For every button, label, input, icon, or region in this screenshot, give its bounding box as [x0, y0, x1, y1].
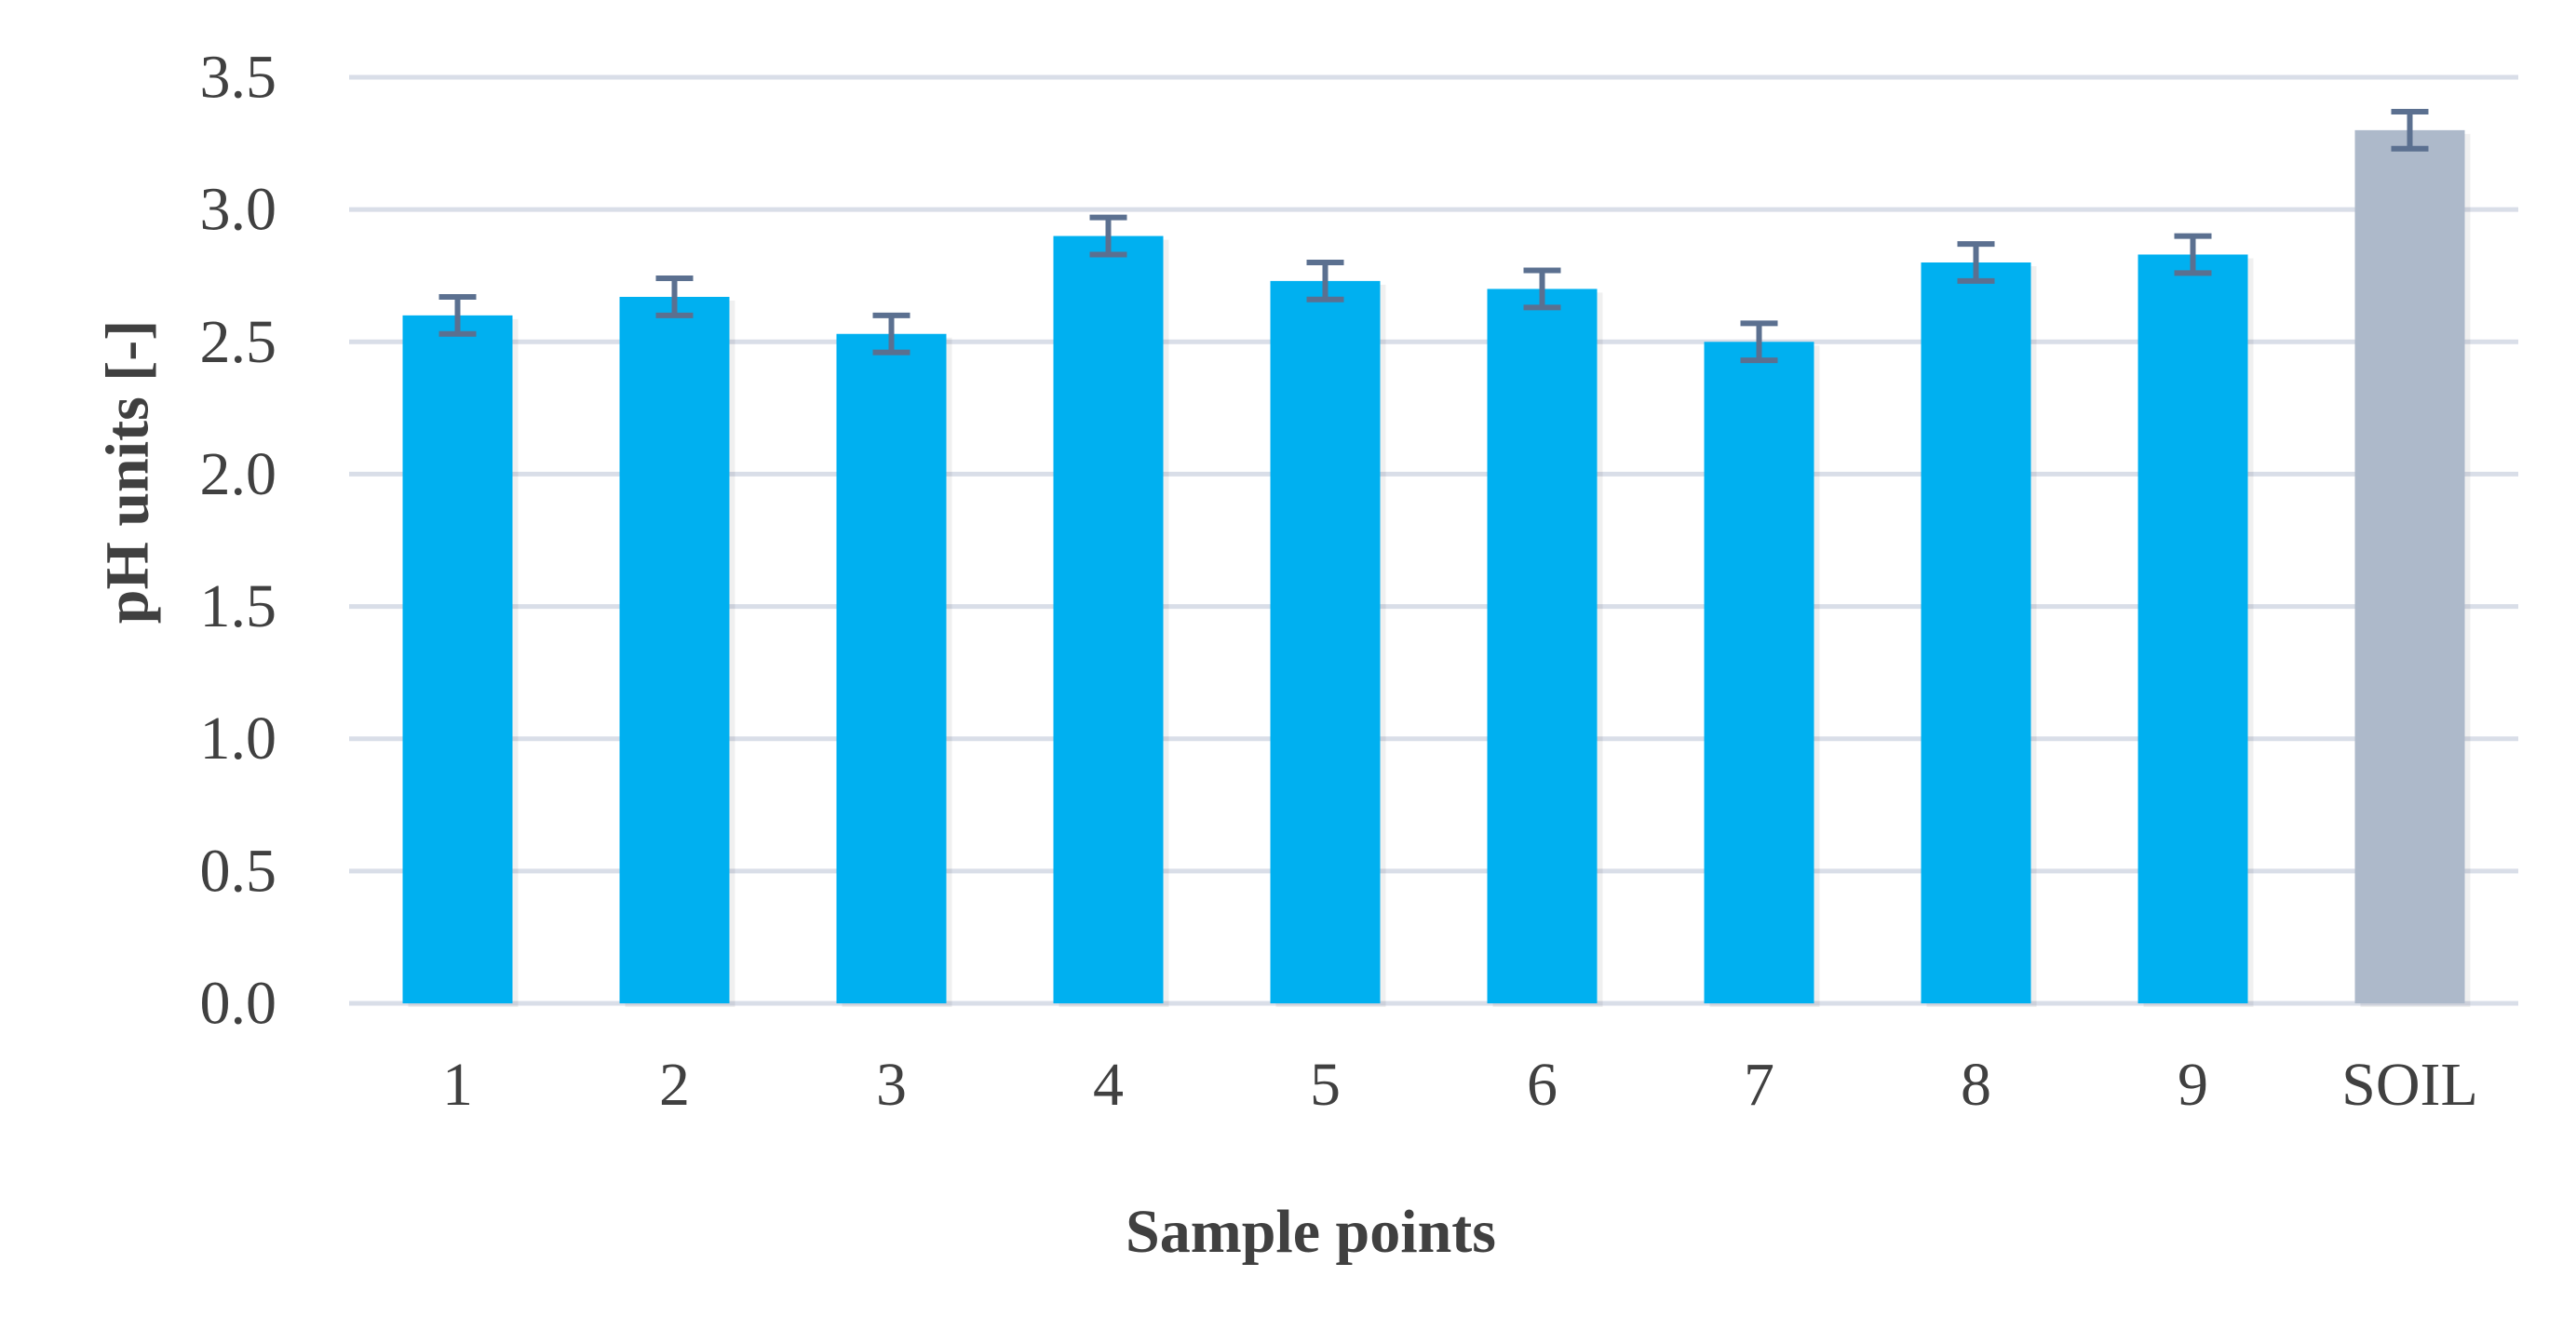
bars [402, 129, 2471, 1008]
x-tick-label: 9 [2178, 1051, 2208, 1119]
bar [1921, 262, 2031, 1003]
x-tick-label: 4 [1093, 1051, 1124, 1119]
y-tick-label: 0.0 [200, 970, 277, 1038]
bar [1053, 235, 1164, 1004]
x-tick-label: 8 [1961, 1051, 1991, 1119]
x-tick-label: 5 [1310, 1051, 1341, 1119]
y-tick-label: 1.5 [200, 572, 277, 640]
error-bars [438, 108, 2429, 364]
x-axis-title: Sample points [1126, 1198, 1496, 1266]
y-tick-label: 2.5 [200, 308, 277, 376]
y-axis-title: pH units [-] [94, 320, 162, 624]
y-tick-label: 2.0 [200, 440, 277, 508]
x-tick-label: 7 [1744, 1051, 1774, 1119]
x-tick-label: SOIL [2341, 1051, 2478, 1119]
x-tick-label: 3 [876, 1051, 907, 1119]
x-tick-label: 6 [1527, 1051, 1558, 1119]
bar [1487, 289, 1598, 1003]
x-tick-label: 1 [442, 1051, 473, 1119]
bar [402, 315, 513, 1003]
x-tick-label: 2 [659, 1051, 690, 1119]
y-tick-label: 3.5 [200, 44, 277, 112]
bar [1704, 342, 1814, 1003]
bar [619, 296, 730, 1003]
x-axis-ticks: 1 2 3 4 5 6 7 8 9 SOIL [442, 1051, 2478, 1119]
bar [836, 333, 947, 1003]
y-tick-label: 3.0 [200, 176, 277, 244]
y-axis-ticks: 0.0 0.5 1.0 1.5 2.0 2.5 3.0 3.5 [200, 44, 277, 1038]
bar [2138, 254, 2248, 1003]
bar [1270, 280, 1381, 1003]
y-tick-label: 0.5 [200, 837, 277, 905]
y-tick-label: 1.0 [200, 705, 277, 773]
bar-soil [2354, 129, 2465, 1003]
